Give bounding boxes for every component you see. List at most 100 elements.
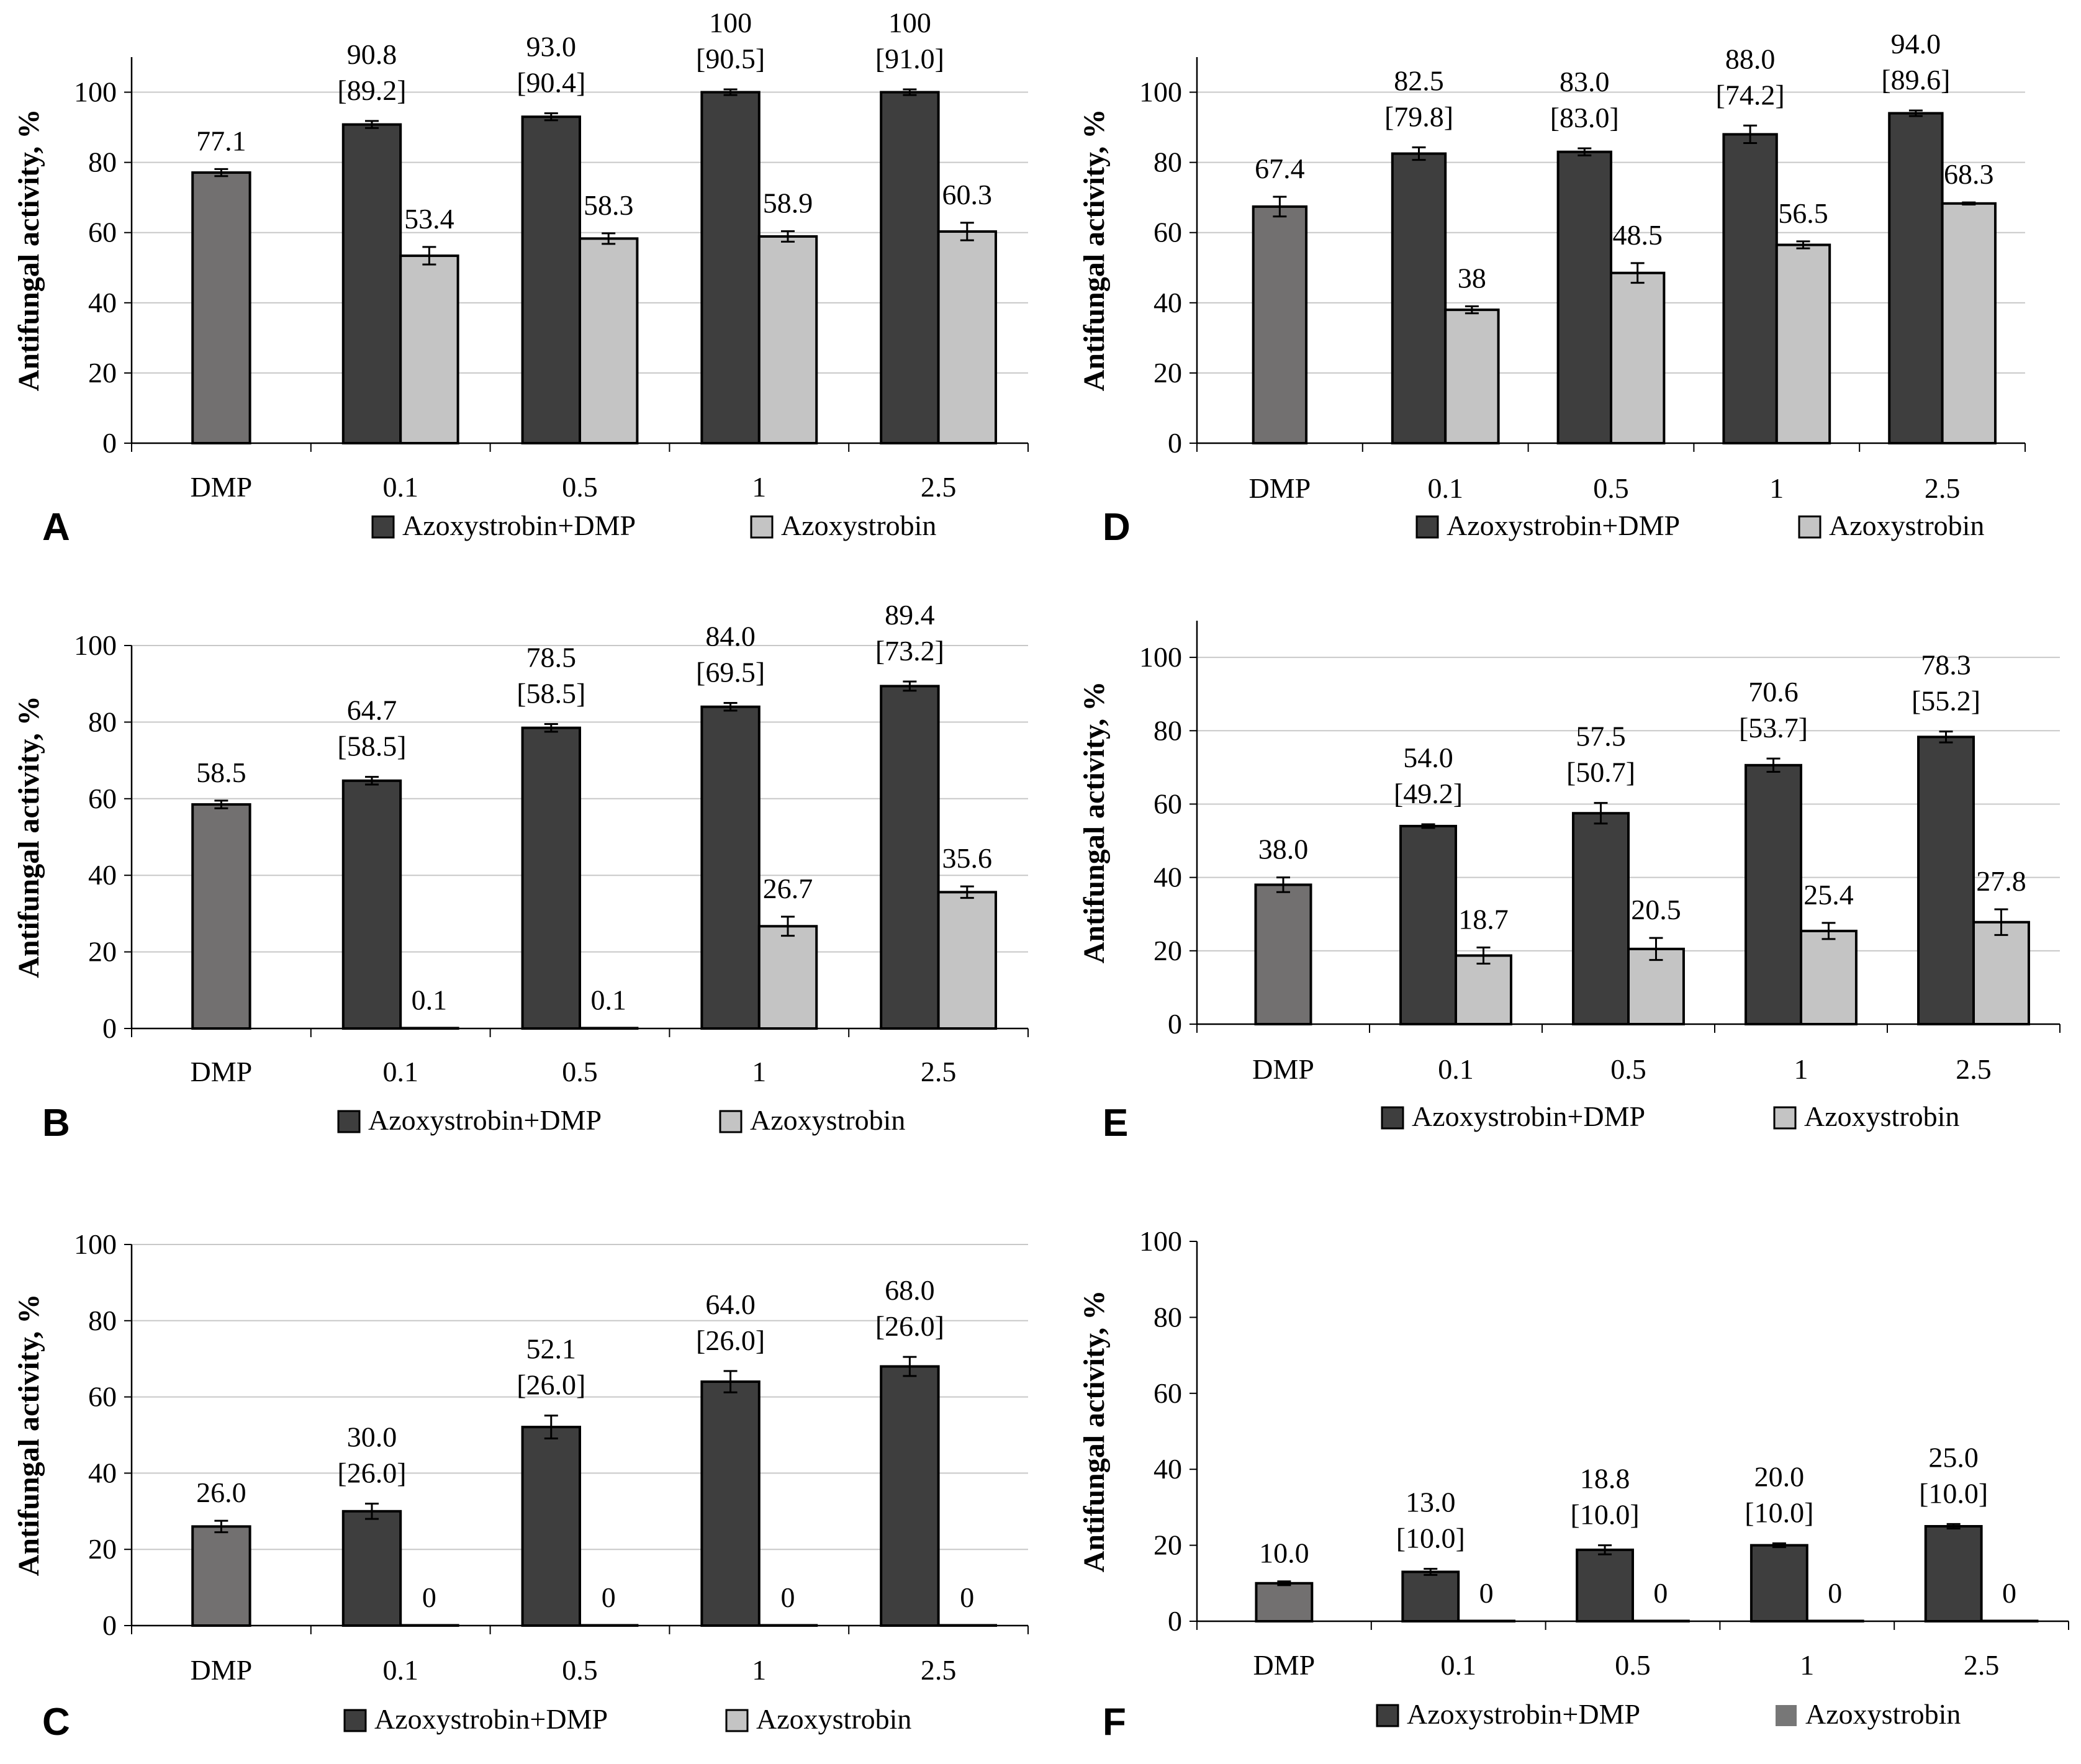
data-label-bracket: [90.4] <box>517 66 585 98</box>
x-category-label: 1 <box>1800 1649 1814 1681</box>
data-label-bracket: [58.5] <box>517 677 585 709</box>
x-category-label: 0.5 <box>1615 1649 1651 1681</box>
data-label-azoxy: 68.3 <box>1944 158 1994 190</box>
legend-label-combo: Azoxystrobin+DMP <box>374 1703 608 1735</box>
bar-dmp <box>191 803 251 1030</box>
x-category-label: 1 <box>752 1654 766 1686</box>
data-label-azoxy: 0 <box>602 1582 616 1613</box>
legend-swatch-azoxy <box>1798 515 1821 539</box>
bar-azoxystrobin-dmp <box>1556 150 1613 444</box>
bar-azoxystrobin-dmp <box>1749 1544 1808 1623</box>
data-label-bracket: [10.0] <box>1396 1523 1465 1554</box>
y-tick-label: 20 <box>88 1533 117 1565</box>
y-tick-label: 0 <box>102 427 117 459</box>
bar-azoxystrobin-dmp <box>521 1426 581 1627</box>
data-label-azoxy: 0 <box>1653 1577 1668 1609</box>
y-tick-label: 100 <box>1139 1225 1182 1257</box>
panel-letter: E <box>1103 1102 1128 1145</box>
data-label-bracket: [26.0] <box>696 1325 765 1356</box>
y-axis-label: Antifungal activity, % <box>12 109 45 392</box>
data-label-dmp: 10.0 <box>1259 1537 1309 1569</box>
data-label-azoxy: 0 <box>1479 1577 1494 1609</box>
bar-azoxystrobin <box>1444 308 1500 444</box>
x-category-label: 0.5 <box>562 471 598 503</box>
data-label-azoxy: 35.6 <box>942 842 993 874</box>
y-axis-label: Antifungal activity, % <box>12 1294 45 1577</box>
data-label-azoxy: 48.5 <box>1612 219 1663 251</box>
data-label-bracket: [26.0] <box>875 1310 944 1342</box>
data-label-azoxy: 53.4 <box>404 203 454 235</box>
y-tick-label: 60 <box>1153 1377 1182 1409</box>
legend-swatch-combo <box>1381 1106 1404 1130</box>
data-label-bracket: [83.0] <box>1550 102 1619 133</box>
data-label-dmp: 26.0 <box>196 1477 246 1508</box>
x-category-label: 2.5 <box>1964 1649 2000 1681</box>
legend-label-azoxy: Azoxystrobin <box>1805 1698 1961 1730</box>
data-label-bracket: [90.5] <box>696 43 765 74</box>
x-category-label: 1 <box>1769 472 1784 504</box>
data-label-combo: 83.0 <box>1560 66 1610 97</box>
legend-label-combo: Azoxystrobin+DMP <box>368 1104 602 1136</box>
legend-label-azoxy: Azoxystrobin <box>756 1703 911 1735</box>
y-tick-label: 100 <box>74 76 117 108</box>
y-tick-label: 40 <box>88 1457 117 1488</box>
panel-letter: F <box>1103 1701 1126 1744</box>
legend-swatch-azoxy <box>1776 1705 1797 1726</box>
bar-azoxystrobin-dmp <box>880 685 940 1030</box>
data-label-combo: 68.0 <box>885 1274 935 1306</box>
y-tick-label: 0 <box>1168 1008 1182 1040</box>
x-category-label: 0.5 <box>1610 1053 1646 1085</box>
data-label-combo: 25.0 <box>1928 1441 1979 1473</box>
bar-dmp <box>1255 1582 1314 1623</box>
legend-swatch-combo <box>1376 1704 1399 1727</box>
x-category-label: DMP <box>191 1056 253 1087</box>
legend-label-combo: Azoxystrobin+DMP <box>1412 1100 1645 1132</box>
y-tick-label: 80 <box>1153 146 1182 178</box>
y-tick-label: 60 <box>88 783 117 814</box>
y-tick-label: 20 <box>1153 1529 1182 1561</box>
data-label-combo: 84.0 <box>705 621 756 652</box>
bar-dmp <box>1254 883 1312 1026</box>
data-label-combo: 94.0 <box>1891 28 1941 60</box>
bar-azoxystrobin-dmp <box>1722 133 1778 444</box>
legend-label-azoxy: Azoxystrobin <box>781 510 936 541</box>
bar-azoxystrobin-dmp <box>880 1365 940 1627</box>
y-tick-label: 0 <box>1168 427 1182 459</box>
bar-azoxystrobin <box>579 237 639 444</box>
data-label-combo: 64.0 <box>705 1289 756 1320</box>
bar-azoxystrobin-dmp <box>1917 736 1975 1026</box>
legend-swatch-combo <box>1415 515 1439 539</box>
x-category-label: 0.5 <box>562 1056 598 1087</box>
y-tick-label: 40 <box>1153 1453 1182 1485</box>
bar-azoxystrobin-dmp <box>880 91 940 444</box>
data-label-azoxy: 0 <box>781 1582 795 1613</box>
data-label-azoxy: 56.5 <box>1778 197 1828 229</box>
data-label-combo: 88.0 <box>1725 43 1776 74</box>
bar-azoxystrobin-dmp <box>700 1380 761 1627</box>
y-tick-label: 0 <box>1168 1605 1182 1637</box>
bar-azoxystrobin-dmp <box>341 779 402 1030</box>
x-category-label: DMP <box>191 471 253 503</box>
bar-dmp <box>191 1525 251 1627</box>
bar-azoxystrobin <box>1632 1619 1690 1622</box>
data-label-azoxy: 38 <box>1458 262 1486 294</box>
bar-azoxystrobin-dmp <box>700 91 761 444</box>
x-category-label: DMP <box>1252 1053 1314 1085</box>
data-label-combo: 90.8 <box>347 38 397 70</box>
y-tick-label: 60 <box>1153 788 1182 819</box>
y-tick-label: 80 <box>1153 1301 1182 1333</box>
legend-label-combo: Azoxystrobin+DMP <box>402 510 636 541</box>
x-category-label: 0.1 <box>382 471 418 503</box>
x-category-label: 1 <box>752 1056 766 1087</box>
x-category-label: 0.1 <box>382 1056 418 1087</box>
bar-azoxystrobin <box>1457 1619 1516 1622</box>
bar-azoxystrobin <box>1610 271 1666 444</box>
x-category-label: DMP <box>1253 1649 1316 1681</box>
bar-azoxystrobin <box>937 230 998 444</box>
data-label-azoxy: 26.7 <box>763 873 813 904</box>
bar-azoxystrobin <box>1800 929 1858 1025</box>
data-label-combo: 30.0 <box>347 1421 397 1453</box>
y-axis-label: Antifungal activity, % <box>1078 109 1111 392</box>
